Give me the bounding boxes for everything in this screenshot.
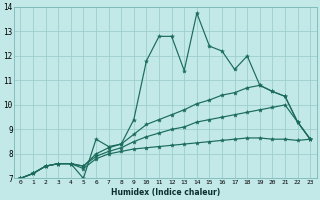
- X-axis label: Humidex (Indice chaleur): Humidex (Indice chaleur): [111, 188, 220, 197]
